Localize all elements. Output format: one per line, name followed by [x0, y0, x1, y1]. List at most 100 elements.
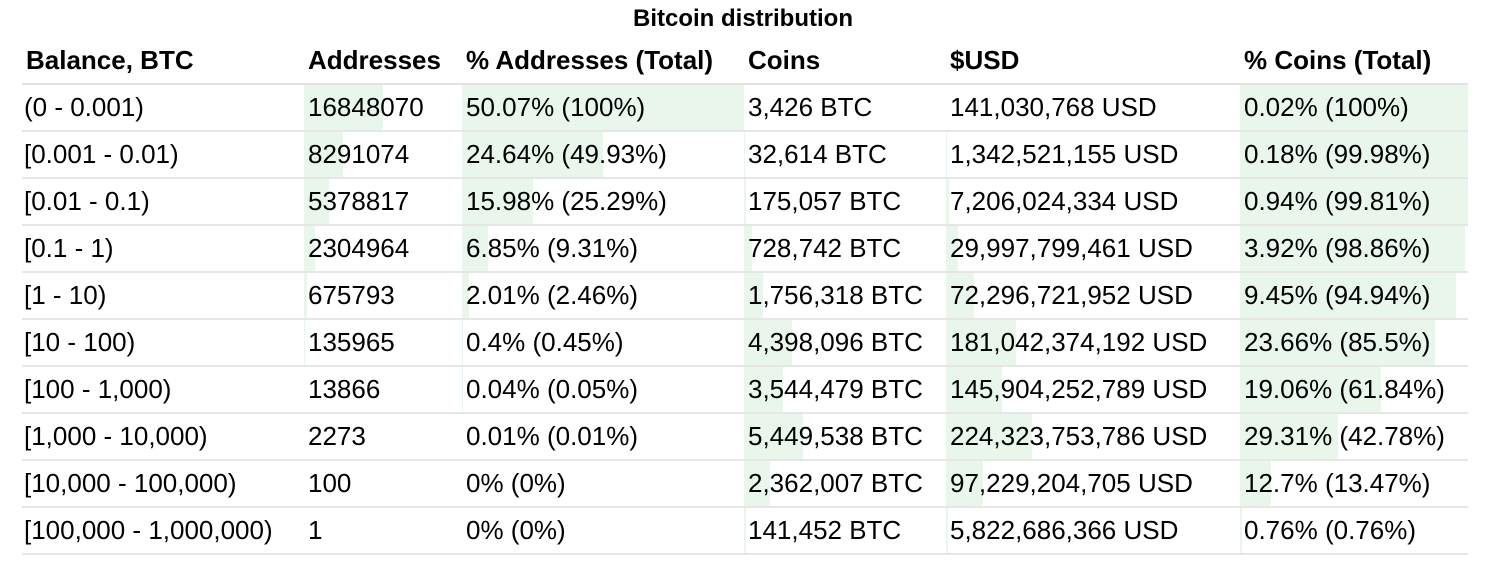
cell-addresses: 675793: [304, 272, 462, 320]
cell-addresses: 16848070: [304, 84, 462, 132]
cell-pct-coins-text: 19.06% (61.84%): [1244, 374, 1445, 404]
share-bar: [304, 320, 305, 365]
share-bar: [744, 414, 804, 459]
cell-pct-addresses-text: 0% (0%): [466, 468, 566, 498]
cell-usd: 72,296,721,952 USD: [946, 272, 1240, 320]
cell-pct-addresses-text: 2.01% (2.46%): [466, 280, 638, 310]
cell-pct-addresses: 0.01% (0.01%): [462, 413, 744, 461]
share-bar: [1240, 414, 1338, 459]
cell-coins: 2,362,007 BTC: [744, 460, 946, 508]
cell-pct-coins: 23.66% (85.5%): [1240, 319, 1468, 367]
cell-usd: 97,229,204,705 USD: [946, 460, 1240, 508]
table-row: [100 - 1,000) 13866 0.04% (0.05%) 3,544,479…: [22, 366, 1468, 414]
share-bar: [462, 179, 534, 224]
cell-pct-addresses-text: 24.64% (49.93%): [466, 139, 667, 169]
share-bar: [462, 320, 464, 365]
cell-coins: 1,756,318 BTC: [744, 272, 946, 320]
cell-coins-text: 728,742 BTC: [748, 233, 902, 263]
cell-balance-text: [1 - 10): [24, 280, 107, 310]
cell-coins: 141,452 BTC: [744, 507, 946, 555]
cell-coins: 5,449,538 BTC: [744, 413, 946, 461]
page-title: Bitcoin distribution: [633, 5, 853, 32]
header-balance: Balance, BTC: [22, 38, 304, 85]
cell-coins-text: 3,426 BTC: [748, 92, 873, 122]
cell-pct-coins: 0.18% (99.98%): [1240, 131, 1468, 179]
header-addresses: Addresses: [304, 38, 462, 85]
cell-addresses: 8291074: [304, 131, 462, 179]
cell-coins-text: 5,449,538 BTC: [748, 421, 923, 451]
cell-balance-text: [0.001 - 0.01): [24, 139, 179, 169]
cell-pct-coins-text: 9.45% (94.94%): [1244, 280, 1431, 310]
cell-usd: 141,030,768 USD: [946, 84, 1240, 132]
cell-addresses-text: 135965: [308, 327, 395, 357]
cell-addresses: 2304964: [304, 225, 462, 273]
table-row: [100,000 - 1,000,000) 1 0% (0%) 141,452 BTC…: [22, 507, 1468, 555]
share-bar: [304, 132, 343, 177]
share-bar: [462, 132, 603, 177]
cell-coins-text: 3,544,479 BTC: [748, 374, 923, 404]
cell-usd: 145,904,252,789 USD: [946, 366, 1240, 414]
cell-usd: 1,342,521,155 USD: [946, 131, 1240, 179]
cell-pct-addresses-text: 0.04% (0.05%): [466, 374, 638, 404]
cell-balance: [100 - 1,000): [22, 366, 304, 414]
cell-balance: (0 - 0.001): [22, 84, 304, 132]
share-bar: [946, 132, 947, 177]
share-bar: [744, 367, 783, 412]
table-row: [0.1 - 1) 2304964 6.85% (9.31%) 728,742 BTC…: [22, 225, 1468, 273]
share-bar: [744, 320, 792, 365]
share-bar: [946, 273, 974, 318]
table-row: [0.001 - 0.01) 8291074 24.64% (49.93%) 32,6…: [22, 131, 1468, 179]
cell-balance: [0.1 - 1): [22, 225, 304, 273]
cell-pct-coins-text: 3.92% (98.86%): [1244, 233, 1431, 263]
cell-balance: [0.01 - 0.1): [22, 178, 304, 226]
cell-balance: [10,000 - 100,000): [22, 460, 304, 508]
cell-balance-text: [0.01 - 0.1): [24, 186, 150, 216]
cell-pct-coins-text: 0.76% (0.76%): [1244, 515, 1416, 545]
share-bar: [744, 273, 764, 318]
cell-usd: 5,822,686,366 USD: [946, 507, 1240, 555]
share-bar: [304, 273, 308, 318]
cell-usd: 7,206,024,334 USD: [946, 178, 1240, 226]
cell-pct-coins-text: 0.02% (100%): [1244, 92, 1409, 122]
cell-balance: [100,000 - 1,000,000): [22, 507, 304, 555]
cell-balance-text: [10 - 100): [24, 327, 136, 357]
cell-balance-text: [100 - 1,000): [24, 374, 172, 404]
share-bar: [304, 226, 315, 271]
cell-balance: [1,000 - 10,000): [22, 413, 304, 461]
cell-usd-text: 97,229,204,705 USD: [950, 468, 1193, 498]
cell-addresses: 100: [304, 460, 462, 508]
share-bar: [1240, 85, 1468, 130]
cell-balance: [0.001 - 0.01): [22, 131, 304, 179]
cell-usd: 29,997,799,461 USD: [946, 225, 1240, 273]
cell-pct-coins: 0.02% (100%): [1240, 84, 1468, 132]
cell-coins: 728,742 BTC: [744, 225, 946, 273]
cell-coins-text: 32,614 BTC: [748, 139, 887, 169]
table-row: [1 - 10) 675793 2.01% (2.46%) 1,756,318 BTC…: [22, 272, 1468, 320]
cell-pct-coins-text: 12.7% (13.47%): [1244, 468, 1431, 498]
cell-balance-text: [1,000 - 10,000): [24, 421, 208, 451]
cell-coins: 3,544,479 BTC: [744, 366, 946, 414]
share-bar: [946, 179, 949, 224]
cell-coins-text: 4,398,096 BTC: [748, 327, 923, 357]
cell-addresses-text: 675793: [308, 280, 395, 310]
cell-pct-coins: 3.92% (98.86%): [1240, 225, 1468, 273]
table-body: (0 - 0.001) 16848070 50.07% (100%) 3,426 BT…: [22, 84, 1468, 555]
cell-addresses-text: 2304964: [308, 233, 410, 263]
table-row: [1,000 - 10,000) 2273 0.01% (0.01%) 5,449,5…: [22, 413, 1468, 461]
cell-coins: 175,057 BTC: [744, 178, 946, 226]
share-bar: [1240, 461, 1271, 506]
cell-usd: 181,042,374,192 USD: [946, 319, 1240, 367]
share-bar: [1240, 179, 1468, 224]
cell-addresses: 135965: [304, 319, 462, 367]
share-bar: [744, 508, 746, 553]
share-bar: [1240, 132, 1468, 177]
cell-usd-text: 141,030,768 USD: [950, 92, 1157, 122]
header-pct-coins: % Coins (Total): [1240, 38, 1468, 85]
cell-balance-text: [0.1 - 1): [24, 233, 114, 263]
table-row: [0.01 - 0.1) 5378817 15.98% (25.29%) 175,05…: [22, 178, 1468, 226]
cell-usd-text: 72,296,721,952 USD: [950, 280, 1193, 310]
share-bar: [946, 461, 984, 506]
share-bar: [946, 508, 949, 553]
cell-addresses-text: 16848070: [308, 92, 424, 122]
